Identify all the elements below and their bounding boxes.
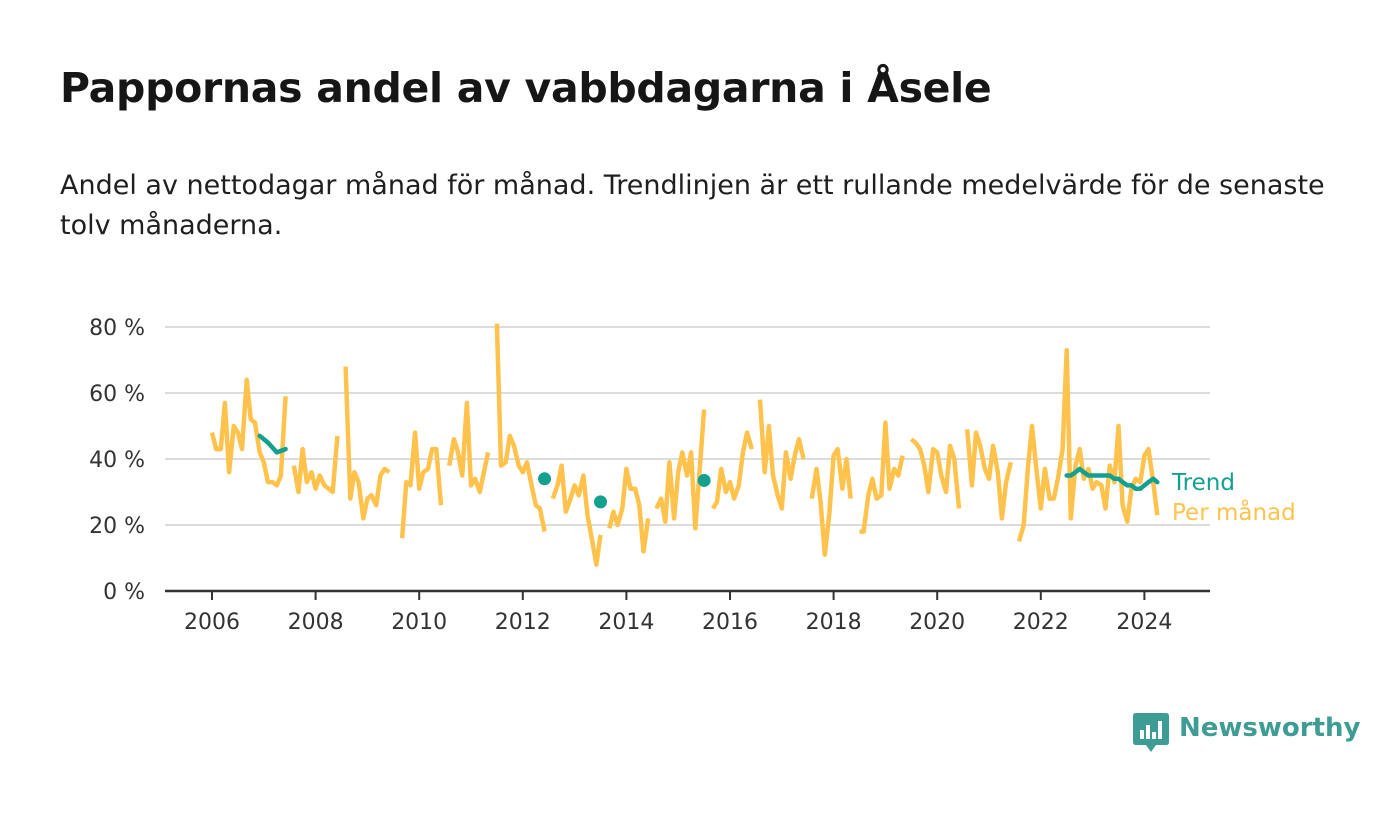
series-line-per-manad xyxy=(760,400,804,509)
legend-label-per-manad: Per månad xyxy=(1172,498,1296,526)
x-axis-ticks: 2006 2008 2010 2012 2014 2016 2018 2020 2022 2024 xyxy=(184,591,1172,635)
series-line-per-manad xyxy=(812,449,851,555)
x-tick-label: 2024 xyxy=(1116,610,1172,635)
series-layer xyxy=(212,324,1157,565)
series-line-per-manad xyxy=(212,380,286,486)
series-line-per-manad xyxy=(609,469,648,552)
series-line-per-manad xyxy=(1019,350,1157,541)
x-tick-label: 2022 xyxy=(1013,610,1069,635)
y-tick-label: 40 % xyxy=(89,448,145,473)
trend-point xyxy=(538,472,551,485)
series-line-per-manad xyxy=(497,324,545,532)
x-tick-label: 2018 xyxy=(806,610,862,635)
trend-point xyxy=(698,474,711,487)
line-chart: 0 % 20 % 40 % 60 % 80 % 2006 2008 2010 2012 2014… xyxy=(0,0,1400,813)
series-line-per-manad xyxy=(553,466,601,565)
series-line-per-manad xyxy=(713,433,752,509)
x-tick-label: 2008 xyxy=(288,610,344,635)
y-tick-label: 80 % xyxy=(89,316,145,341)
series-line-per-manad xyxy=(911,439,959,508)
newsworthy-logo[interactable]: Newsworthy xyxy=(1133,713,1343,755)
legend: Trend Per månad xyxy=(1171,470,1296,526)
x-tick-label: 2016 xyxy=(702,610,758,635)
y-axis-ticks: 0 % 20 % 40 % 60 % 80 % xyxy=(89,316,145,605)
series-line-per-manad xyxy=(860,423,903,532)
gridlines xyxy=(165,327,1210,591)
x-tick-label: 2006 xyxy=(184,610,240,635)
y-tick-label: 0 % xyxy=(103,580,145,605)
series-line-per-manad xyxy=(402,433,441,539)
series-line-per-manad xyxy=(346,367,390,519)
legend-label-trend: Trend xyxy=(1171,470,1235,496)
x-tick-label: 2010 xyxy=(391,610,447,635)
newsworthy-logo-icon xyxy=(1133,713,1169,753)
series-line-per-manad xyxy=(656,410,704,529)
newsworthy-wordmark: Newsworthy xyxy=(1179,713,1360,743)
x-tick-label: 2012 xyxy=(495,610,551,635)
series-line-per-manad xyxy=(294,436,338,492)
x-tick-label: 2020 xyxy=(909,610,965,635)
series-line-per-manad xyxy=(967,429,1011,518)
trend-point xyxy=(594,495,607,508)
y-tick-label: 20 % xyxy=(89,514,145,539)
y-tick-label: 60 % xyxy=(89,382,145,407)
x-tick-label: 2014 xyxy=(598,610,654,635)
series-line-per-manad xyxy=(449,403,488,492)
